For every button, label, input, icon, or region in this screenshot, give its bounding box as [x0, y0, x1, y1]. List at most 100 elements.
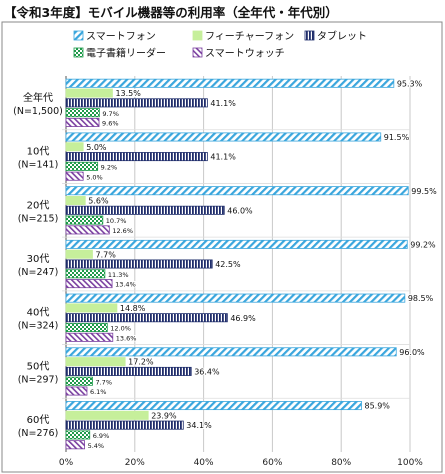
data-label: 23.9%: [151, 411, 177, 420]
data-label: 46.9%: [230, 314, 256, 323]
bar: [65, 78, 395, 88]
data-label: 9.6%: [102, 120, 119, 128]
bar: [65, 205, 225, 215]
data-label: 91.5%: [384, 133, 410, 142]
bar: [65, 323, 108, 333]
category-label: 40代: [27, 307, 50, 319]
category-label: 20代: [27, 199, 50, 211]
legend-label: タブレット: [317, 30, 367, 43]
bar: [65, 152, 208, 162]
data-label: 9.7%: [102, 110, 119, 118]
x-tick-label: 40%: [194, 458, 214, 468]
bar: [65, 239, 408, 249]
bar: [65, 430, 91, 440]
bar: [65, 410, 149, 420]
data-label: 7.7%: [95, 250, 116, 259]
bar: [65, 357, 126, 367]
category-sublabel: (N=215): [18, 213, 59, 224]
category-label: 60代: [27, 414, 50, 426]
category-label: 全年代: [23, 91, 53, 104]
bar: [65, 440, 85, 450]
legend-swatch: [192, 47, 203, 58]
category-sublabel: (N=324): [18, 321, 59, 332]
legend-swatch: [73, 47, 84, 58]
data-label: 13.4%: [115, 281, 136, 289]
data-label: 11.3%: [108, 271, 129, 279]
category-sublabel: (N=297): [18, 374, 59, 385]
bar: [65, 171, 84, 181]
bar: [65, 386, 88, 396]
legend-label: スマートフォン: [86, 32, 156, 43]
category-sublabel: (N=276): [18, 428, 59, 439]
data-label: 9.2%: [101, 163, 118, 171]
bar: [65, 142, 84, 152]
x-tick-label: 80%: [331, 458, 351, 468]
x-tick-label: 100%: [397, 458, 423, 468]
bar: [65, 303, 118, 313]
bar: [65, 108, 100, 118]
bar: [65, 269, 106, 279]
data-label: 96.0%: [399, 348, 425, 357]
data-label: 14.8%: [120, 304, 146, 313]
category-sublabel: (N=247): [18, 267, 59, 278]
bar: [65, 420, 184, 430]
data-label: 6.9%: [93, 432, 110, 440]
data-label: 85.9%: [364, 402, 390, 411]
data-label: 13.6%: [116, 334, 137, 342]
x-tick-label: 0%: [59, 458, 74, 468]
data-label: 36.4%: [194, 368, 220, 377]
bar: [65, 98, 208, 108]
category-sublabel: (N=141): [18, 160, 59, 171]
bar: [65, 376, 93, 386]
data-label: 5.0%: [86, 173, 103, 181]
legend-swatch: [304, 30, 315, 41]
data-label: 41.1%: [210, 99, 236, 108]
data-label: 5.6%: [88, 197, 109, 206]
bar: [65, 401, 362, 411]
data-label: 7.7%: [95, 378, 112, 386]
data-label: 34.1%: [186, 421, 212, 430]
chart-title: 【令和3年度】モバイル機器等の利用率（全年代・年代別）: [4, 5, 338, 20]
bar: [65, 347, 397, 357]
data-label: 12.6%: [112, 227, 133, 235]
legend-label: フィーチャーフォン: [205, 31, 294, 43]
data-label: 12.0%: [110, 325, 131, 333]
data-label: 13.5%: [115, 89, 141, 98]
data-label: 46.0%: [227, 206, 253, 215]
x-tick-label: 20%: [125, 458, 145, 468]
bar: [65, 332, 114, 342]
data-label: 5.0%: [86, 143, 107, 152]
category-sublabel: (N=1,500): [13, 106, 63, 117]
bar: [65, 293, 406, 303]
data-label: 6.1%: [90, 388, 107, 396]
bar: [65, 366, 192, 376]
legend-swatch: [192, 30, 203, 41]
bar: [65, 195, 86, 205]
bar: [65, 88, 113, 98]
legend-swatch: [73, 30, 84, 41]
data-label: 99.5%: [411, 187, 437, 196]
data-label: 95.3%: [397, 79, 423, 88]
data-label: 99.2%: [410, 241, 436, 250]
data-label: 5.4%: [88, 442, 105, 450]
legend-label: スマートウォッチ: [205, 48, 285, 60]
bar: [65, 186, 409, 196]
x-tick-label: 60%: [262, 458, 282, 468]
data-label: 10.7%: [106, 217, 127, 225]
bar: [65, 259, 213, 269]
bar: [65, 249, 93, 259]
data-label: 42.5%: [215, 260, 241, 269]
bar: [65, 225, 110, 235]
category-label: 30代: [27, 253, 50, 265]
bar: [65, 279, 113, 289]
category-label: 10代: [27, 146, 50, 158]
legend-label: 電子書籍リーダー: [86, 47, 166, 60]
category-label: 50代: [27, 360, 50, 372]
bar: [65, 215, 104, 225]
bar: [65, 117, 100, 127]
bar: [65, 313, 228, 323]
bar: [65, 161, 99, 171]
bar: [65, 132, 382, 142]
